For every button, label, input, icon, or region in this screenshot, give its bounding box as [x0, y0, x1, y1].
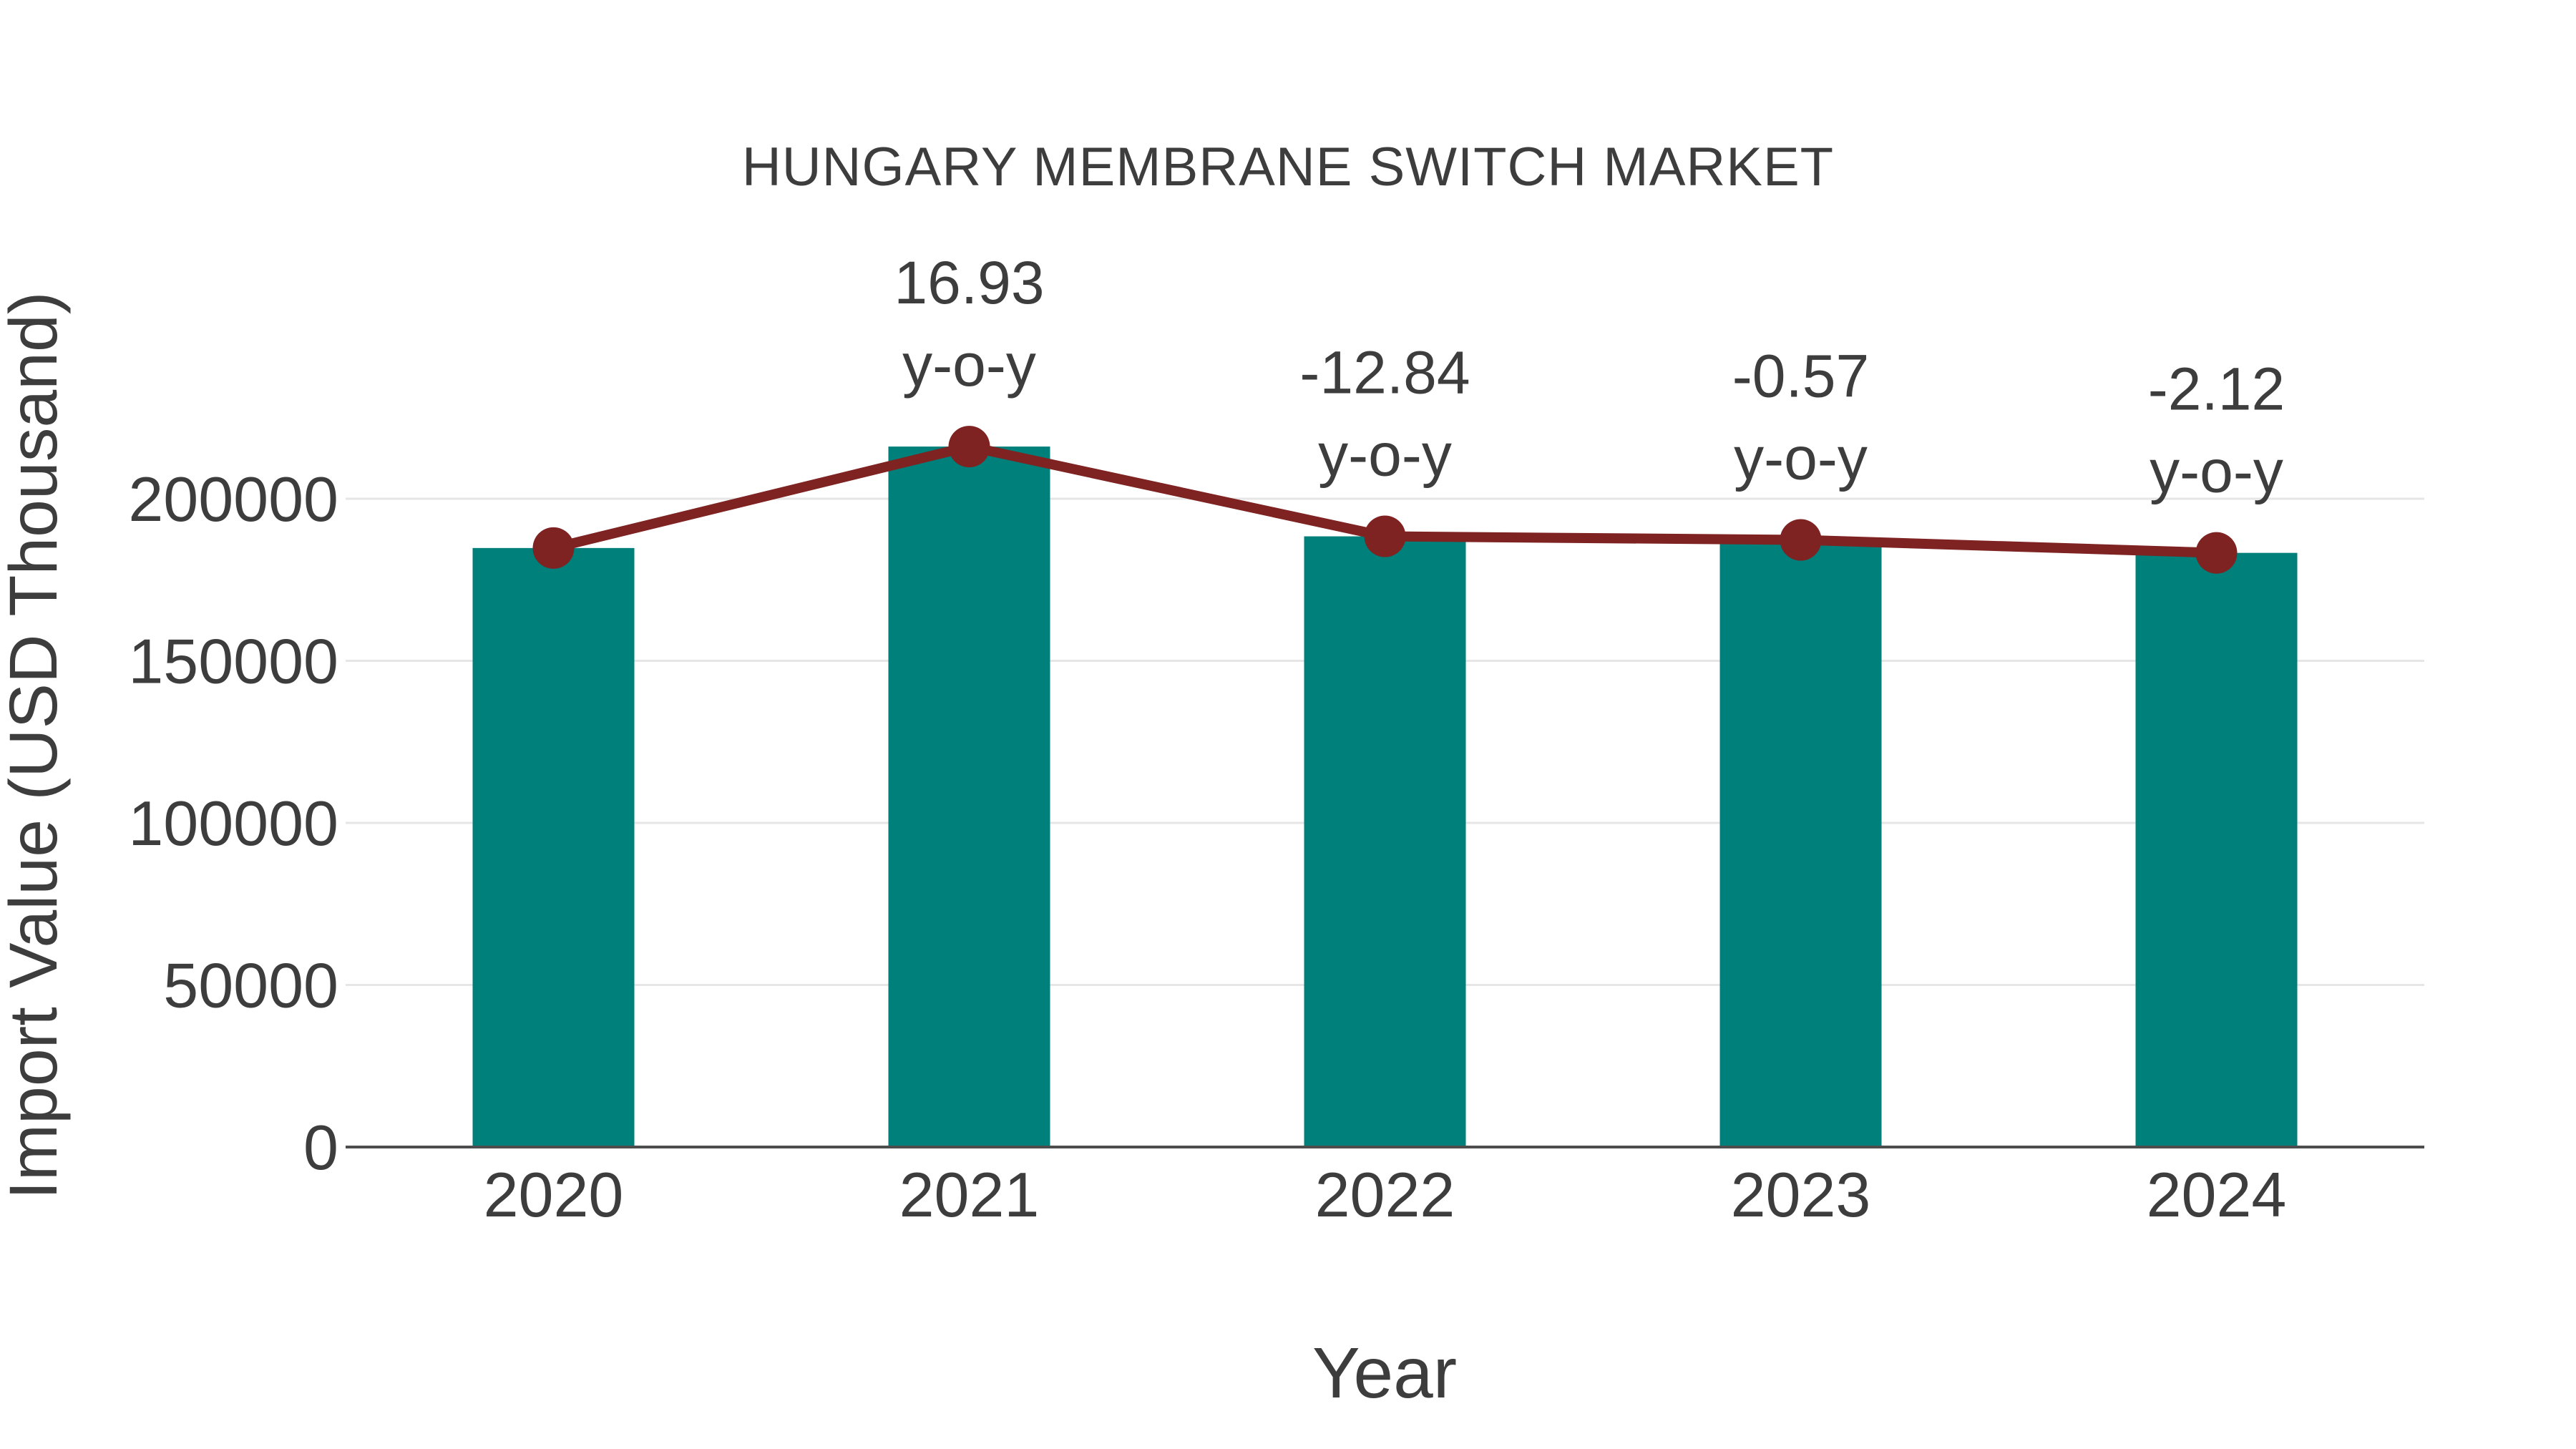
bar-2020: [472, 547, 635, 1147]
marker-2023: [1780, 519, 1822, 561]
annotation-2023-yoy: y-o-y: [1734, 425, 1868, 492]
x-tick-label-2023: 2023: [1731, 1159, 1871, 1230]
marker-2021: [948, 426, 990, 468]
x-tick-label-2021: 2021: [899, 1159, 1040, 1230]
annotation-2024-value: -2.12: [2148, 356, 2285, 423]
x-axis-title: Year: [1312, 1333, 1458, 1413]
x-tick-label-2024: 2024: [2147, 1159, 2287, 1230]
y-tick-label-200000: 200000: [128, 464, 338, 535]
annotation-2021-yoy: y-o-y: [902, 331, 1036, 399]
annotation-2021-value: 16.93: [894, 249, 1044, 316]
bar-2021: [888, 447, 1050, 1147]
marker-2022: [1364, 515, 1406, 557]
annotation-2022-yoy: y-o-y: [1318, 421, 1452, 489]
marker-2024: [2195, 532, 2238, 574]
y-tick-label-150000: 150000: [128, 626, 338, 697]
y-tick-label-0: 0: [303, 1112, 338, 1183]
y-tick-label-50000: 50000: [163, 950, 338, 1021]
annotation-2024-yoy: y-o-y: [2150, 438, 2283, 505]
annotation-2023-value: -0.57: [1732, 343, 1869, 410]
bar-2024: [2135, 552, 2298, 1147]
x-tick-label-2022: 2022: [1315, 1159, 1455, 1230]
y-tick-label-100000: 100000: [128, 788, 338, 859]
x-tick-label-2020: 2020: [484, 1159, 624, 1230]
bar-2022: [1304, 536, 1466, 1147]
chart-title: HUNGARY MEMBRANE SWITCH MARKET: [741, 137, 1835, 197]
bar-2023: [1719, 540, 1882, 1147]
marker-2020: [532, 527, 575, 569]
annotation-2022-value: -12.84: [1299, 339, 1470, 406]
